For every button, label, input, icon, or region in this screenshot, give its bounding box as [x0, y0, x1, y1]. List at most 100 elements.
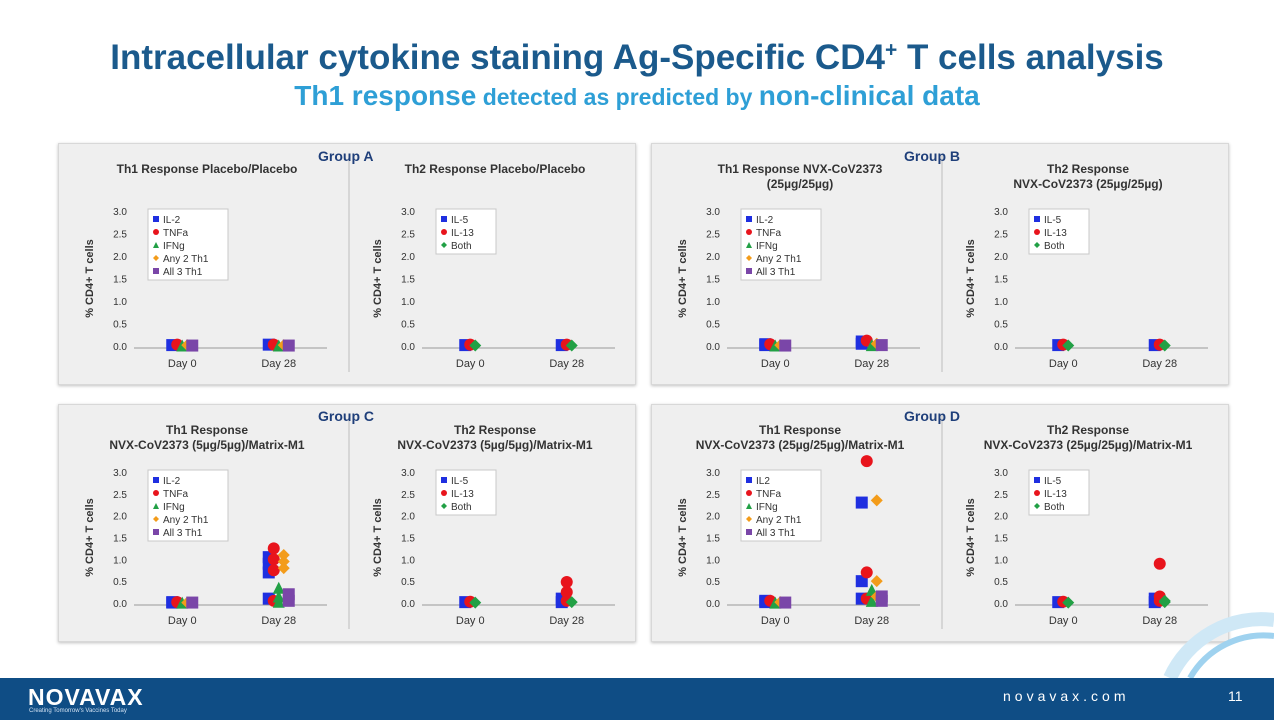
legend-marker-tnfa [746, 229, 752, 235]
y-tick-label: 0.5 [401, 320, 415, 331]
legend-marker-all-3-th1 [153, 268, 159, 274]
y-tick-label: 2.5 [706, 490, 720, 501]
legend-marker-il-5 [441, 216, 447, 222]
y-tick-label: 2.0 [113, 512, 127, 523]
legend-label-any-2-th1: Any 2 Th1 [756, 254, 802, 265]
legend-marker-any-2-th1 [153, 516, 159, 522]
y-tick-label: 2.0 [113, 252, 127, 263]
legend-marker-tnfa [153, 229, 159, 235]
y-tick-label: 3.0 [401, 207, 415, 218]
legend-label-il-5: IL-5 [451, 476, 469, 487]
y-tick-label: 1.5 [994, 275, 1008, 286]
y-tick-label: 2.5 [401, 490, 415, 501]
legend-label-il-5: IL-5 [451, 215, 469, 226]
y-tick-label: 2.0 [706, 512, 720, 523]
data-point-tnfa [267, 542, 280, 555]
y-tick-label: 3.0 [994, 468, 1008, 479]
data-point-all-3-th1 [282, 588, 295, 601]
data-point-ifng [865, 339, 878, 352]
y-tick-label: 1.0 [113, 297, 127, 308]
data-point-both [565, 596, 578, 609]
y-tick-label: 1.0 [706, 297, 720, 308]
data-point-both [1062, 596, 1075, 609]
data-point-any-2-th1 [277, 555, 290, 568]
y-tick-label: 3.0 [401, 468, 415, 479]
legend-marker-both [441, 503, 447, 509]
x-tick-label: Day 28 [549, 358, 584, 370]
legend-label-both: Both [451, 502, 472, 513]
y-tick-label: 3.0 [706, 207, 720, 218]
y-tick-label: 0.5 [994, 320, 1008, 331]
legend-marker-tnfa [153, 490, 159, 496]
chart-title-line-2: NVX-CoV2373 (5µg/5µg)/Matrix-M1 [397, 438, 593, 452]
legend-marker-all-3-th1 [746, 268, 752, 274]
y-tick-label: 0.0 [706, 342, 720, 353]
legend-label-ifng: IFNg [756, 502, 778, 513]
legend-marker-il-5 [1034, 216, 1040, 222]
y-tick-label: 0.5 [401, 577, 415, 588]
panel-group-c: Th1 Response NVX-CoV2373 (5µg/5µg)/Matrix… [58, 404, 636, 642]
y-tick-label: 1.5 [401, 534, 415, 545]
chart-a-th1: Th1 Response Placebo/Placebo % CD4+ T cel… [84, 162, 327, 370]
legend-marker-all-3-th1 [153, 529, 159, 535]
group-d-label: Group D [904, 408, 960, 424]
data-point-il2 [855, 575, 868, 588]
data-point-il-13 [560, 586, 573, 599]
legend-box [147, 469, 229, 542]
legend-label-il-5: IL-5 [1044, 215, 1062, 226]
data-point-il-13 [1153, 557, 1166, 570]
title-superscript: + [884, 38, 898, 62]
chart-title-line-1: Th1 Response [759, 423, 841, 437]
y-tick-label: 1.0 [994, 555, 1008, 566]
y-tick-label: 1.5 [706, 275, 720, 286]
x-tick-label: Day 0 [168, 615, 197, 627]
chart-title-line-1: Th2 Response [454, 423, 536, 437]
y-tick-label: 2.0 [994, 252, 1008, 263]
legend-label-ifng: IFNg [163, 502, 185, 513]
x-tick-label: Day 0 [456, 358, 485, 370]
x-tick-label: Day 0 [456, 615, 485, 627]
chart-title-line-2: NVX-CoV2373 (25µg/25µg)/Matrix-M1 [696, 438, 905, 452]
y-tick-label: 1.0 [113, 555, 127, 566]
chart-title-line-1: Th2 Response [1047, 423, 1129, 437]
legend-label-il-2: IL-2 [163, 476, 181, 487]
data-point-both [1158, 339, 1171, 352]
data-point-both [469, 596, 482, 609]
y-tick-label: 2.0 [401, 252, 415, 263]
y-tick-label: 1.5 [401, 275, 415, 286]
chart-title-line-1: Th1 Response NVX-CoV2373 [718, 162, 883, 176]
y-tick-label: 1.5 [113, 275, 127, 286]
website-text: novavax.com [1003, 688, 1130, 704]
legend-marker-tnfa [746, 490, 752, 496]
decorative-swoosh [1163, 612, 1274, 678]
data-point-tnfa [267, 564, 280, 577]
chart-title-line-2: NVX-CoV2373 (25µg/25µg) [1013, 177, 1162, 191]
y-tick-label: 0.0 [401, 342, 415, 353]
legend-marker-all-3-th1 [746, 529, 752, 535]
y-tick-label: 2.5 [994, 490, 1008, 501]
legend-box [147, 208, 229, 281]
y-tick-label: 2.5 [401, 230, 415, 241]
y-tick-label: 2.0 [994, 512, 1008, 523]
y-tick-label: 3.0 [113, 207, 127, 218]
chart-title-line-2: (25µg/25µg) [767, 177, 834, 191]
y-tick-label: 0.0 [113, 342, 127, 353]
data-point-both [469, 339, 482, 352]
y-tick-label: 2.5 [994, 230, 1008, 241]
data-point-all-3-th1 [875, 339, 888, 352]
legend-label-tnfa: TNFa [163, 489, 188, 500]
legend-label-both: Both [1044, 502, 1065, 513]
chart-a-th2: Th2 Response Placebo/Placebo % CD4+ T cel… [348, 154, 615, 372]
chart-title-line-1: Th1 Response Placebo/Placebo [117, 162, 298, 176]
data-point-any-2-th1 [277, 562, 290, 575]
y-tick-label: 1.5 [706, 534, 720, 545]
data-point-ifng [272, 590, 285, 603]
legend-marker-any-2-th1 [153, 255, 159, 261]
legend-marker-il-2 [746, 216, 752, 222]
data-point-ifng [272, 581, 285, 594]
panel-group-b: Th1 Response NVX-CoV2373 (25µg/25µg) % CD4… [651, 143, 1229, 385]
y-tick-label: 0.5 [113, 577, 127, 588]
